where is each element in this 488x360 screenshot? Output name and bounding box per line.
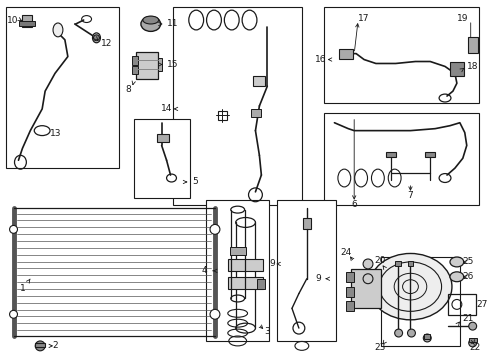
Bar — [394, 261, 400, 266]
Bar — [229, 247, 245, 255]
Bar — [132, 55, 138, 66]
Bar — [253, 76, 265, 86]
Bar — [218, 111, 226, 120]
Bar — [227, 277, 263, 289]
Circle shape — [10, 310, 18, 318]
Ellipse shape — [368, 253, 451, 320]
Bar — [156, 134, 168, 143]
Bar — [468, 338, 476, 342]
Bar — [449, 62, 463, 76]
Text: 21: 21 — [462, 314, 473, 323]
Circle shape — [362, 259, 372, 269]
Bar — [35, 343, 45, 347]
Text: 9: 9 — [315, 274, 321, 283]
Text: 16: 16 — [314, 55, 326, 64]
Bar — [257, 279, 265, 289]
Text: 9: 9 — [269, 260, 275, 269]
Text: 11: 11 — [166, 19, 178, 28]
Bar — [385, 152, 395, 157]
Bar — [350, 269, 380, 309]
Bar — [277, 200, 336, 341]
Bar — [346, 301, 353, 311]
Bar — [157, 58, 162, 71]
Bar — [323, 113, 478, 205]
Text: 1: 1 — [20, 279, 30, 293]
Bar — [134, 119, 190, 198]
Circle shape — [210, 309, 220, 319]
Ellipse shape — [53, 23, 63, 37]
Bar — [380, 257, 459, 346]
Circle shape — [35, 341, 45, 351]
Circle shape — [10, 225, 18, 233]
Text: 3: 3 — [264, 327, 270, 336]
Bar — [20, 21, 35, 26]
Circle shape — [468, 322, 476, 330]
Text: 7: 7 — [407, 191, 412, 200]
Bar — [6, 7, 119, 168]
Circle shape — [394, 329, 402, 337]
Circle shape — [210, 224, 220, 234]
Bar — [22, 15, 32, 27]
Text: 4: 4 — [201, 266, 206, 275]
Circle shape — [468, 339, 476, 347]
Text: 10: 10 — [7, 15, 19, 24]
Ellipse shape — [142, 16, 159, 24]
Bar — [346, 272, 353, 282]
Ellipse shape — [92, 33, 100, 43]
Text: 26: 26 — [462, 272, 473, 281]
Ellipse shape — [449, 257, 463, 267]
Bar — [339, 49, 352, 59]
Bar — [424, 334, 429, 339]
Bar — [136, 51, 157, 79]
Bar — [227, 259, 263, 271]
Text: 20: 20 — [373, 256, 385, 265]
Text: 6: 6 — [350, 200, 356, 209]
Text: 17: 17 — [357, 14, 369, 23]
Bar — [173, 7, 301, 205]
Text: 23: 23 — [373, 343, 385, 352]
Text: 19: 19 — [456, 14, 468, 23]
Bar — [132, 67, 138, 75]
Ellipse shape — [141, 17, 161, 31]
Bar — [467, 37, 477, 53]
Text: 27: 27 — [476, 300, 487, 309]
Bar — [323, 7, 478, 103]
Text: 8: 8 — [125, 85, 131, 94]
Text: 12: 12 — [101, 39, 113, 48]
Circle shape — [93, 35, 99, 41]
Bar — [425, 152, 434, 157]
Text: 13: 13 — [50, 129, 61, 138]
Text: 2: 2 — [52, 341, 58, 350]
Circle shape — [407, 329, 415, 337]
Text: 24: 24 — [340, 248, 351, 257]
Bar — [251, 109, 261, 117]
Ellipse shape — [449, 272, 463, 282]
Bar — [302, 217, 310, 229]
Text: 18: 18 — [466, 62, 477, 71]
Text: 15: 15 — [166, 60, 178, 69]
Text: 22: 22 — [468, 343, 479, 352]
Bar — [407, 261, 412, 266]
Circle shape — [362, 274, 372, 284]
Text: 14: 14 — [161, 104, 172, 113]
Bar — [346, 287, 353, 297]
Text: 25: 25 — [462, 257, 473, 266]
Bar — [205, 200, 269, 341]
Circle shape — [423, 334, 430, 342]
Bar — [447, 293, 475, 315]
Text: 5: 5 — [192, 177, 198, 186]
